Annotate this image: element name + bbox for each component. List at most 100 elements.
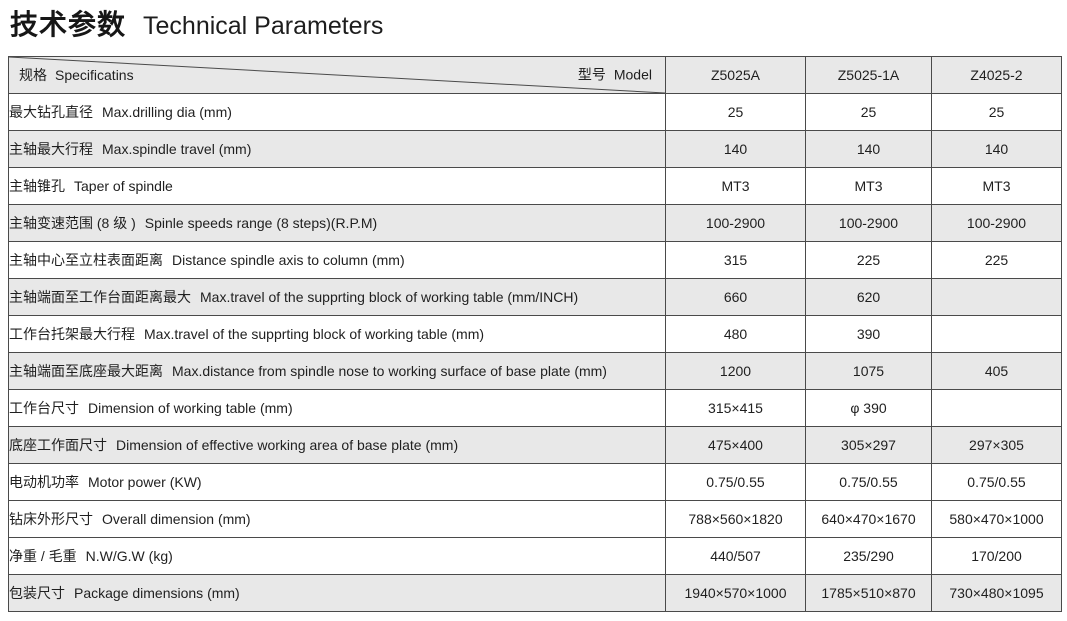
row-label-english: Max.drilling dia (mm) [102,104,232,120]
row-value: 0.75/0.55 [665,463,806,501]
row-value: 140 [931,130,1062,168]
row-label: 主轴端面至底座最大距离 Max.distance from spindle nos… [8,352,666,390]
row-value: 297×305 [931,426,1062,464]
row-value: 100-2900 [931,204,1062,242]
row-value: MT3 [665,167,806,205]
spec-header-label: 规格 Specificatins [19,65,134,85]
row-value: 1940×570×1000 [665,574,806,612]
row-value: φ 390 [805,389,932,427]
row-label-chinese: 电动机功率 [9,474,80,490]
row-label: 主轴最大行程 Max.spindle travel (mm) [8,130,666,168]
row-label-chinese: 包装尺寸 [9,585,66,601]
row-label-english: Spinle speeds range (8 steps)(R.P.M) [144,215,378,231]
table-row: 主轴锥孔 Taper of spindle MT3 MT3 MT3 [8,167,1062,205]
row-label-english: Distance spindle axis to column (mm) [172,252,405,268]
row-value: 390 [805,315,932,353]
row-value: 25 [931,93,1062,131]
model-column-header-3: Z4025-2 [931,56,1062,94]
row-label-chinese: 净重 / 毛重 [9,548,77,564]
table-row: 主轴端面至底座最大距离 Max.distance from spindle nos… [8,352,1062,390]
row-value: 480 [665,315,806,353]
row-label-chinese: 最大钻孔直径 [9,104,94,120]
table-row: 工作台托架最大行程 Max.travel of the supprting blo… [8,315,1062,353]
row-label: 最大钻孔直径 Max.drilling dia (mm) [8,93,666,131]
row-label-english: N.W/G.W (kg) [85,548,173,564]
row-label-chinese: 主轴端面至工作台面距离最大 [9,289,192,305]
row-label-english: Dimension of working table (mm) [88,400,293,416]
row-label-english: Motor power (KW) [88,474,202,490]
row-value: 315 [665,241,806,279]
row-value [931,389,1062,427]
row-label-english: Dimension of effective working area of b… [116,437,459,453]
row-value: 475×400 [665,426,806,464]
row-label: 工作台尺寸 Dimension of working table (mm) [8,389,666,427]
diagonal-divider-line [9,57,665,93]
row-label: 主轴中心至立柱表面距离 Distance spindle axis to colu… [8,241,666,279]
row-value: 440/507 [665,537,806,575]
row-label-chinese: 钻床外形尺寸 [9,511,94,527]
row-label: 电动机功率 Motor power (KW) [8,463,666,501]
table-row: 净重 / 毛重 N.W/G.W (kg) 440/507 235/290 170/200 [8,537,1062,575]
row-value: 620 [805,278,932,316]
row-value: MT3 [805,167,932,205]
row-label-english: Taper of spindle [74,178,173,194]
row-value: 0.75/0.55 [805,463,932,501]
row-label: 主轴锥孔 Taper of spindle [8,167,666,205]
row-value: 25 [665,93,806,131]
table-row: 包装尺寸 Package dimensions (mm) 1940×570×1000… [8,574,1062,612]
row-label-english: Package dimensions (mm) [74,585,240,601]
technical-parameters-table: 规格 Specificatins 型号 Model Z5025A Z5025-1A … [8,56,1062,612]
model-label-english: Model [613,66,652,83]
page-title-chinese: 技术参数 [10,9,127,40]
row-value: 0.75/0.55 [931,463,1062,501]
row-value: 315×415 [665,389,806,427]
table-row: 电动机功率 Motor power (KW) 0.75/0.55 0.75/0.55 0… [8,463,1062,501]
row-value: 25 [805,93,932,131]
row-label: 底座工作面尺寸 Dimension of effective working ar… [8,426,666,464]
row-label-chinese: 主轴中心至立柱表面距离 [9,252,164,268]
model-label-chinese: 型号 [577,66,606,83]
row-value: 225 [931,241,1062,279]
row-value: 100-2900 [805,204,932,242]
row-label-english: Max.travel of the supprting block of wor… [200,289,579,305]
row-value: MT3 [931,167,1062,205]
row-value: 305×297 [805,426,932,464]
row-value [931,315,1062,353]
row-label-english: Max.travel of the supprting block of wor… [144,326,485,342]
spec-label-english: Specificatins [55,67,134,83]
row-label-chinese: 主轴锥孔 [9,178,66,194]
table-row: 工作台尺寸 Dimension of working table (mm) 315×… [8,389,1062,427]
model-column-header-2: Z5025-1A [805,56,932,94]
spec-label-chinese: 规格 [19,67,47,83]
row-label: 净重 / 毛重 N.W/G.W (kg) [8,537,666,575]
row-value: 100-2900 [665,204,806,242]
row-label-english: Max.spindle travel (mm) [102,141,252,157]
table-row: 底座工作面尺寸 Dimension of effective working ar… [8,426,1062,464]
model-header-label: 型号 Model [578,65,652,85]
row-label-chinese: 工作台托架最大行程 [9,326,136,342]
table-row: 钻床外形尺寸 Overall dimension (mm) 788×560×1820… [8,500,1062,538]
table-row: 主轴端面至工作台面距离最大 Max.travel of the supprting… [8,278,1062,316]
spec-model-header-cell: 规格 Specificatins 型号 Model [8,56,666,94]
row-value [931,278,1062,316]
row-label-english: Overall dimension (mm) [102,511,251,527]
table-row: 主轴中心至立柱表面距离 Distance spindle axis to colu… [8,241,1062,279]
page-title: 技术参数 Technical Parameters [10,3,383,43]
row-label-chinese: 底座工作面尺寸 [9,437,108,453]
page-title-english: Technical Parameters [143,12,384,40]
model-column-header-1: Z5025A [665,56,806,94]
row-value: 730×480×1095 [931,574,1062,612]
row-label: 钻床外形尺寸 Overall dimension (mm) [8,500,666,538]
row-label: 包装尺寸 Package dimensions (mm) [8,574,666,612]
row-value: 1075 [805,352,932,390]
row-label-chinese: 主轴最大行程 [9,141,94,157]
row-value: 1785×510×870 [805,574,932,612]
table-row: 主轴最大行程 Max.spindle travel (mm) 140 140 140 [8,130,1062,168]
row-value: 580×470×1000 [931,500,1062,538]
row-label: 主轴端面至工作台面距离最大 Max.travel of the supprting… [8,278,666,316]
row-label: 工作台托架最大行程 Max.travel of the supprting blo… [8,315,666,353]
table-row: 主轴变速范围 (8 级 ) Spinle speeds range (8 step… [8,204,1062,242]
row-value: 405 [931,352,1062,390]
row-value: 640×470×1670 [805,500,932,538]
row-value: 225 [805,241,932,279]
